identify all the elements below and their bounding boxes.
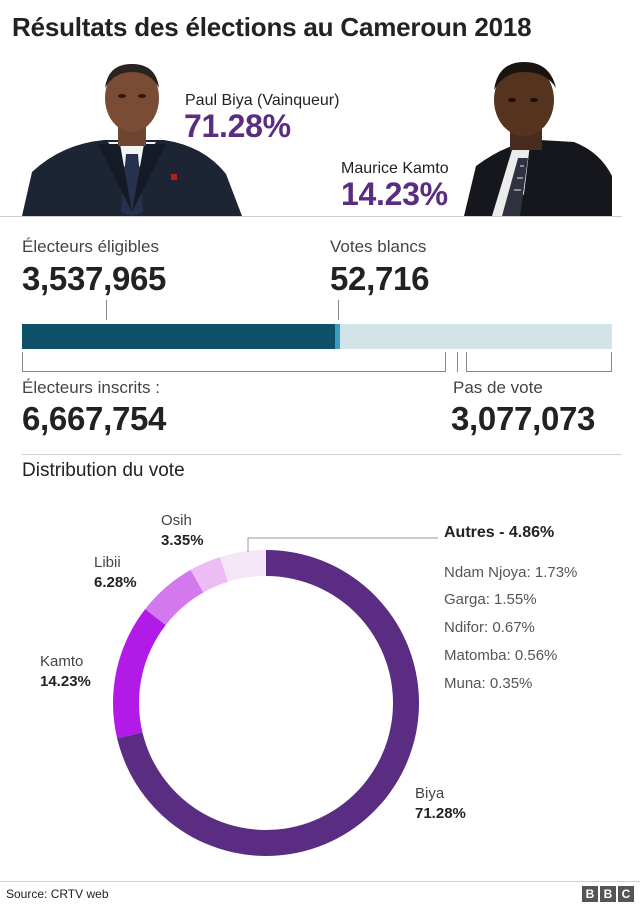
distribution-title: Distribution du vote	[22, 460, 185, 481]
novote-bracket-left	[466, 352, 467, 372]
others-item-ndam-njoya: Ndam Njoya: 1.73%	[444, 564, 578, 581]
blank-votes-label: Votes blancs	[330, 237, 427, 256]
bar-segment-blank	[335, 324, 340, 349]
blank-votes-value: 52,716	[330, 260, 430, 297]
eligible-pointer	[106, 300, 107, 320]
registered-voters-label: Électeurs inscrits :	[22, 378, 160, 397]
donut-slice-libii	[145, 569, 204, 626]
others-item-ndifor: Ndifor: 0.67%	[444, 619, 535, 636]
eligible-voters-label: Électeurs éligibles	[22, 237, 160, 256]
divider	[0, 216, 622, 217]
kamto-name: Maurice Kamto	[341, 160, 449, 177]
divider	[22, 454, 622, 455]
slice-name-libii: Libii	[94, 554, 121, 571]
biya-name: Paul Biya (Vainqueur)	[185, 92, 340, 109]
bbc-logo-letter: B	[600, 886, 616, 902]
biya-percentage: 71.28%	[184, 108, 291, 144]
novote-bracket-bottom	[466, 371, 612, 372]
bbc-logo: B B C	[582, 886, 634, 902]
novote-pointer	[457, 352, 458, 372]
bbc-logo-letter: B	[582, 886, 598, 902]
others-leader-line	[247, 537, 438, 552]
paul-biya-photo	[22, 62, 242, 216]
slice-name-biya: Biya	[415, 785, 445, 802]
registered-bracket-bottom	[22, 371, 446, 372]
bbc-logo-letter: C	[618, 886, 634, 902]
slice-label-osih: Osih 3.35%	[161, 511, 204, 551]
maurice-kamto-photo	[462, 54, 612, 216]
registered-voters-value: 6,667,754	[22, 400, 167, 437]
eligible-voters-value: 3,537,965	[22, 260, 167, 297]
no-vote-label: Pas de vote	[453, 378, 543, 397]
bar-segment-eligible	[22, 324, 336, 349]
donut-slice-osih	[190, 557, 228, 593]
slice-value-biya: 71.28%	[415, 805, 466, 822]
novote-bracket-right	[611, 352, 612, 372]
kamto-percentage: 14.23%	[341, 176, 448, 212]
slice-label-libii: Libii 6.28%	[94, 553, 137, 593]
page-title: Résultats des élections au Cameroun 2018	[12, 12, 532, 42]
source-credit: Source: CRTV web	[6, 887, 109, 901]
footer-divider	[0, 881, 640, 882]
blank-pointer	[338, 300, 339, 320]
others-heading: Autres - 4.86%	[444, 524, 555, 541]
no-vote-value: 3,077,073	[451, 400, 596, 437]
slice-value-libii: 6.28%	[94, 574, 137, 591]
others-item-matomba: Matomba: 0.56%	[444, 647, 558, 664]
slice-label-kamto: Kamto 14.23%	[40, 652, 91, 692]
donut-slice-kamto	[113, 609, 166, 739]
others-item-muna: Muna: 0.35%	[444, 675, 533, 692]
turnout-bar	[22, 324, 612, 349]
registered-bracket-right	[445, 352, 446, 372]
slice-name-osih: Osih	[161, 512, 192, 529]
others-item-garga: Garga: 1.55%	[444, 591, 537, 608]
slice-name-kamto: Kamto	[40, 653, 84, 670]
slice-value-osih: 3.35%	[161, 532, 204, 549]
donut-slice-autres	[220, 550, 266, 582]
registered-bracket-left	[22, 352, 23, 372]
slice-value-kamto: 14.23%	[40, 673, 91, 690]
slice-label-biya: Biya 71.28%	[415, 784, 466, 824]
